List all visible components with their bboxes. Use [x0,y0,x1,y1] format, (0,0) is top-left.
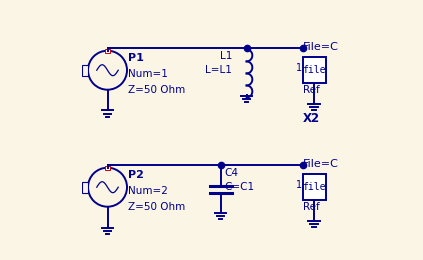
Text: file: file [302,182,326,192]
FancyBboxPatch shape [105,166,110,170]
Text: P2: P2 [128,170,144,180]
Text: X2: X2 [303,112,320,125]
Text: C=C1: C=C1 [225,182,255,192]
FancyBboxPatch shape [82,65,88,76]
Text: Z=50 Ohm: Z=50 Ohm [128,84,186,94]
FancyBboxPatch shape [105,49,110,53]
Text: L=L1: L=L1 [206,65,232,75]
Text: L1: L1 [220,51,232,61]
Text: P1: P1 [128,53,144,63]
Text: File=C: File=C [303,42,339,52]
Text: Z=50 Ohm: Z=50 Ohm [128,202,186,211]
Text: Ref: Ref [303,84,320,94]
Text: Num=1: Num=1 [128,69,168,79]
FancyBboxPatch shape [82,182,88,193]
Text: Num=2: Num=2 [128,186,168,196]
Text: File=C: File=C [303,159,339,169]
Text: 1: 1 [296,180,302,190]
FancyBboxPatch shape [302,174,326,200]
Text: file: file [302,65,326,75]
FancyBboxPatch shape [302,57,326,83]
Text: 1: 1 [296,63,302,73]
Text: Ref: Ref [303,202,320,211]
Text: C4: C4 [225,168,239,178]
